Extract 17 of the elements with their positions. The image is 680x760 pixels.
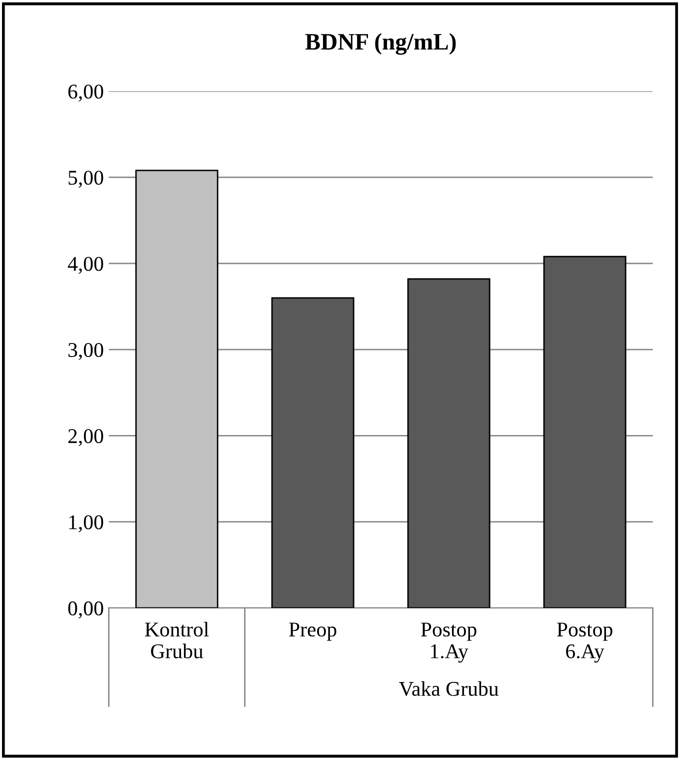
x-tick-label: Postop 6.Ay bbox=[557, 622, 612, 663]
x-tick-label: Preop bbox=[289, 622, 336, 641]
bar bbox=[407, 278, 490, 608]
y-tick-label: 2,00 bbox=[68, 429, 104, 446]
text: Vaka Grubu bbox=[398, 681, 498, 696]
y-tick-label: 5,00 bbox=[68, 170, 104, 188]
bar bbox=[543, 256, 626, 608]
bar bbox=[271, 297, 354, 608]
x-tick-label: Kontrol Grubu bbox=[144, 622, 209, 658]
y-tick-label: 6,00 bbox=[68, 84, 104, 102]
x-tick-label: Postop 1.Ay bbox=[421, 622, 476, 663]
y-tick-label: 3,00 bbox=[68, 342, 104, 360]
bar bbox=[135, 170, 218, 608]
y-tick-label: 0,00 bbox=[68, 601, 104, 618]
y-tick-label: 1,00 bbox=[69, 515, 104, 532]
y-tick-label: 4,00 bbox=[68, 256, 104, 274]
chart-title: BDNF (ng/mL) bbox=[305, 33, 456, 55]
